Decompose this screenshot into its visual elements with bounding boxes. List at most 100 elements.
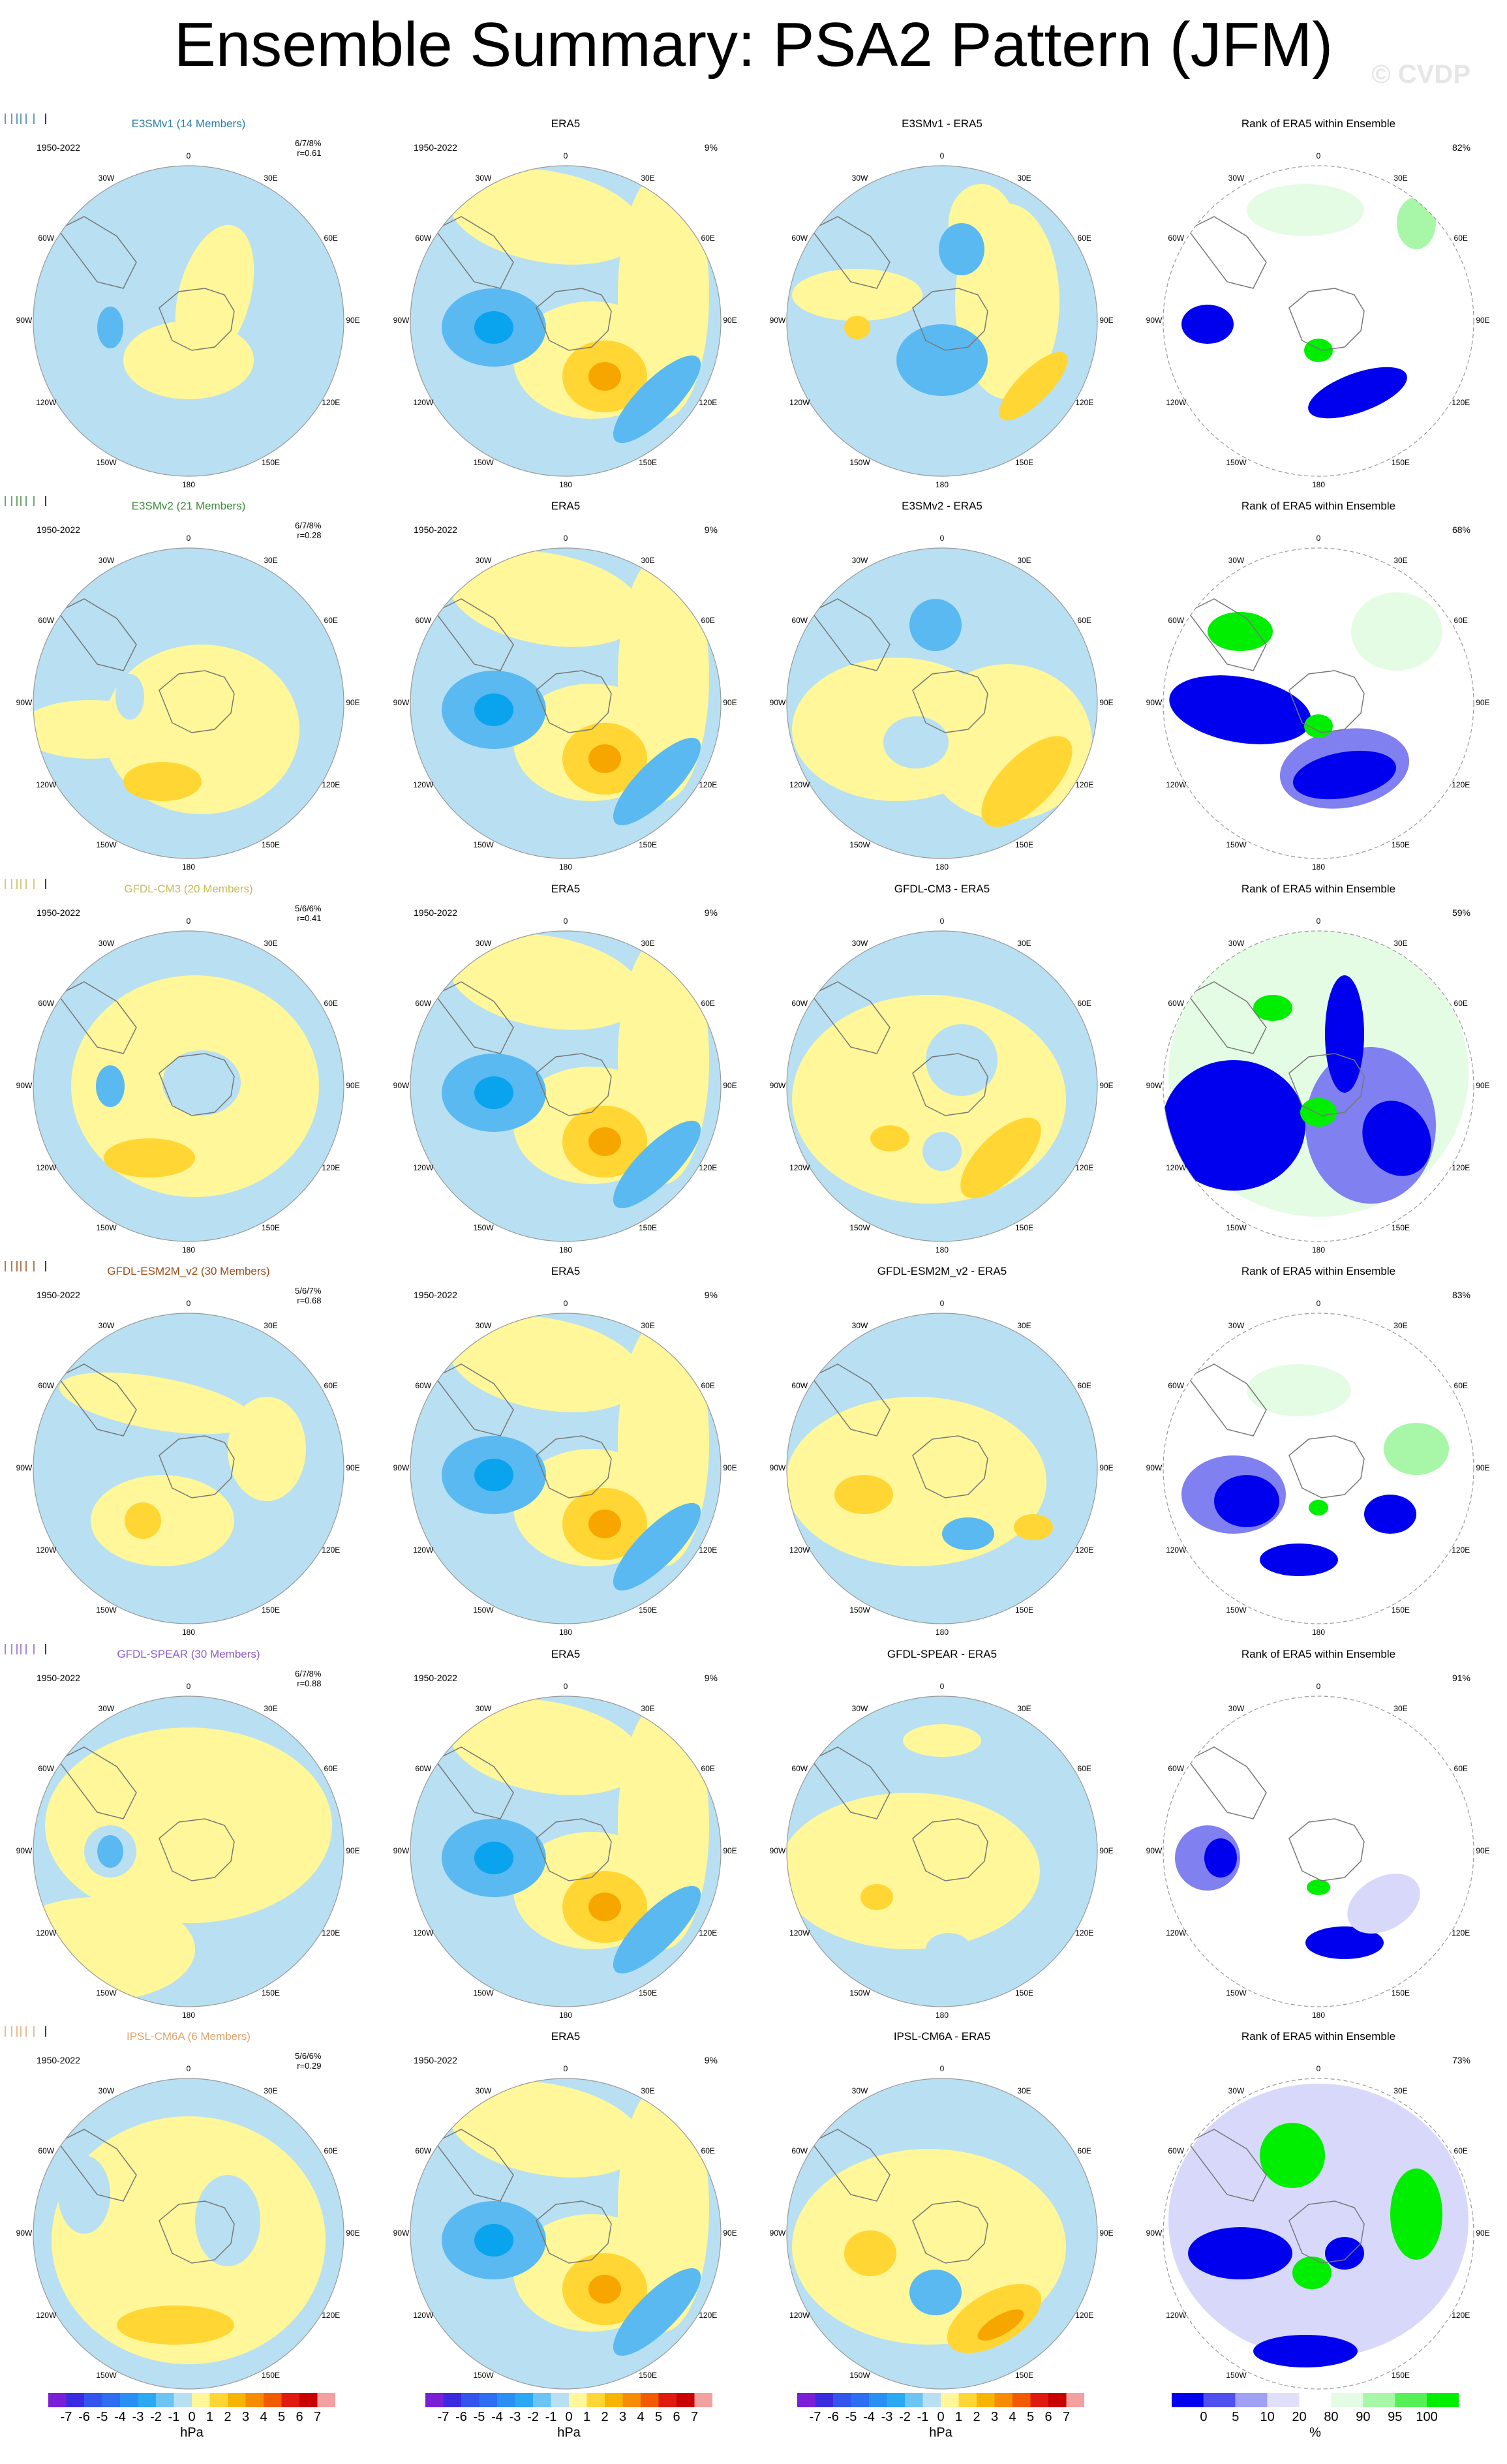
longitude-label: 90E (723, 698, 737, 707)
obs-title: ERA5 (551, 883, 581, 895)
map-boundary (410, 930, 722, 1242)
contour-fields (1181, 1363, 1449, 1576)
colorbar-unit: hPa (929, 2426, 952, 2440)
south-america-coast (810, 1363, 890, 1437)
longitude-label: 120E (699, 1545, 718, 1555)
longitude-label: 180 (935, 1628, 949, 1637)
longitude-label: 0 (563, 534, 568, 543)
colorbar-label: 4 (260, 2410, 267, 2424)
longitude-label: 150W (96, 840, 117, 850)
map-boundary (786, 165, 1098, 477)
longitude-label: 180 (935, 480, 949, 489)
period-label: 1950-2022 (414, 1290, 457, 1300)
longitude-label: 90W (393, 2228, 410, 2238)
negative-anomaly (613, 1885, 701, 1974)
map-boundary (410, 1696, 722, 2007)
contour-fields (792, 598, 1092, 827)
longitude-label: 0 (939, 2064, 945, 2073)
colorbar-swatch (833, 2393, 851, 2407)
positive-anomaly (104, 1138, 195, 1178)
longitude-label: 60E (1077, 234, 1091, 243)
positive-anomaly (125, 1502, 161, 1539)
colorbar-swatch (515, 2393, 533, 2407)
longitude-label: 150E (638, 840, 658, 850)
negative-anomaly (97, 307, 123, 348)
colorbar-label: 10 (1260, 2410, 1275, 2424)
longitude-label: 120W (789, 398, 810, 407)
antarctica-coast (912, 288, 988, 351)
longitude-label: 150E (638, 1605, 658, 1615)
longitude-label: 120E (1075, 1163, 1094, 1172)
longitude-label: 0 (186, 2064, 191, 2073)
longitude-label: 0 (186, 151, 191, 160)
longitude-label: 60E (324, 1764, 338, 1773)
longitude-label: 120W (789, 1163, 810, 1172)
south-america-coast (1187, 981, 1267, 1054)
figure-title: Ensemble Summary: PSA2 Pattern (JFM) (174, 10, 1333, 80)
rank-title: Rank of ERA5 within Ensemble (1241, 883, 1396, 895)
longitude-label: 150W (1226, 458, 1247, 468)
longitude-label: 30W (1228, 1703, 1245, 1713)
longitude-label: 180 (1311, 862, 1326, 872)
colorbar-label: -6 (455, 2410, 467, 2424)
longitude-label: 30E (264, 1320, 278, 1330)
longitude-label: 120W (36, 398, 57, 407)
polar-map (410, 547, 722, 859)
positive-anomaly (52, 2116, 326, 2364)
rank-high (1304, 339, 1333, 362)
model-panel: 0 30E 60E 90E 120E 150E 180 150W 120W 90W 60W 30W E3… (0, 494, 377, 875)
rank-panel: 030E60E90E120E150E180150W120W90W60W30WRa… (1130, 2025, 1507, 2406)
member-spread-ticks (5, 879, 46, 889)
longitude-label: 30W (851, 173, 868, 183)
colorbar-label: 4 (637, 2410, 645, 2424)
rank-low (1362, 1101, 1431, 1176)
longitude-label: 150E (1391, 840, 1410, 850)
longitude-label: 120W (413, 780, 434, 789)
rank-high (1208, 612, 1273, 651)
model-panel: 0 30E 60E 90E 120E 150E 180 150W 120W 90W 60W 30W GF… (0, 1643, 377, 2024)
longitude-label: 120W (36, 1163, 57, 1172)
colorbar-rank: 0 5 10 20 80 90 95 100% (1172, 2393, 1459, 2445)
longitude-label: 90W (393, 1846, 410, 1855)
contour-fields (787, 1363, 1053, 1566)
positive-anomaly (977, 2309, 1024, 2341)
colorbar-swatch (1363, 2393, 1395, 2407)
longitude-label: 90E (1476, 1463, 1490, 1472)
longitude-label: 150E (261, 458, 281, 468)
antarctica-coast (1288, 1435, 1365, 1498)
colorbar-label: 1 (206, 2410, 214, 2424)
contour-fields (434, 1699, 709, 1974)
longitude-label: 30E (264, 1703, 278, 1713)
variance-pct: 9% (704, 2055, 718, 2065)
longitude-label: 90E (1099, 1081, 1114, 1090)
positive-anomaly (59, 1372, 252, 1435)
longitude-label: 90E (1099, 316, 1114, 325)
diff-title: GFDL-CM3 - ERA5 (894, 883, 990, 895)
map-background (1163, 1696, 1474, 2007)
colorbar-swatch (922, 2393, 941, 2407)
longitude-label: 30E (641, 173, 655, 183)
colorbar-label: 6 (673, 2410, 680, 2424)
polar-map (1163, 165, 1474, 477)
negative-anomaly (926, 1933, 971, 1966)
colorbar-label: 5 (1026, 2410, 1035, 2424)
colorbar-label: 0 (188, 2410, 196, 2424)
longitude-label: 30E (641, 2086, 655, 2095)
colorbar-label: -3 (881, 2410, 893, 2424)
longitude-label: 120E (1075, 1928, 1094, 1938)
colorbar-swatch (299, 2393, 318, 2407)
negative-anomaly (922, 1132, 962, 1171)
colorbar-unit: hPa (557, 2426, 581, 2440)
longitude-label: 60W (415, 1764, 432, 1773)
rank-title: Rank of ERA5 within Ensemble (1241, 117, 1396, 130)
obs-panel: 0 30E 60E 90E 120E 150E 180 150W 120W 90W 60W 30W ER… (377, 877, 754, 1258)
negative-anomaly (613, 355, 701, 444)
map-boundary (410, 165, 722, 477)
longitude-label: 150W (849, 1605, 870, 1615)
longitude-label: 60E (324, 2146, 338, 2155)
colorbar-swatch (977, 2393, 995, 2407)
obs-title: ERA5 (551, 117, 581, 130)
colorbar-swatch (622, 2393, 641, 2407)
colorbar-unit: % (1309, 2426, 1321, 2440)
positive-anomaly (588, 1127, 621, 1156)
